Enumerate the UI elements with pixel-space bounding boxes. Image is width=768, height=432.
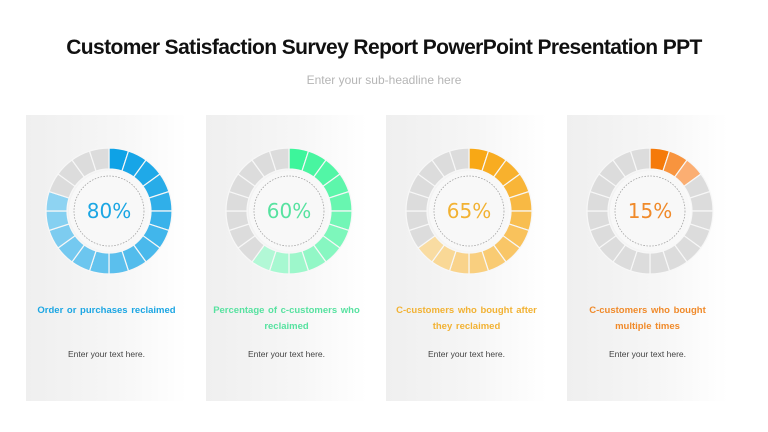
segmented-donut-chart [225,147,353,275]
stat-card-bought-after-reclaim: 65% C-customers who bought after they re… [386,115,547,401]
page-title: Customer Satisfaction Survey Report Powe… [66,36,702,59]
card-title: C-customers who bought after they reclai… [396,305,537,332]
segmented-donut-chart [586,147,714,275]
card-body-text: Enter your text here. [427,349,505,359]
segmented-donut-chart [45,147,173,275]
card-title: Order or purchases reclaimed [37,305,176,316]
stat-card-orders-reclaimed: 80% Order or purchases reclaimed Enter y… [26,115,187,401]
card-title: C-customers who bought multiple times [589,305,706,332]
percent-value: 60% [266,199,312,223]
stat-card-customers-reclaimed: 60% Percentage of c-customers who reclai… [206,115,367,401]
segmented-donut-chart [405,147,533,275]
card-body-text: Enter your text here. [247,349,325,359]
page-subtitle: Enter your sub-headline here [306,73,462,87]
percent-value: 15% [627,199,673,223]
card-body-text: Enter your text here. [67,349,145,359]
percent-value: 80% [86,199,132,223]
card-body-text: Enter your text here. [608,349,686,359]
stat-card-bought-multiple-times: 15% C-customers who bought multiple time… [567,115,728,401]
percent-value: 65% [446,199,492,223]
card-title: Percentage of c-customers who reclaimed [213,305,360,332]
